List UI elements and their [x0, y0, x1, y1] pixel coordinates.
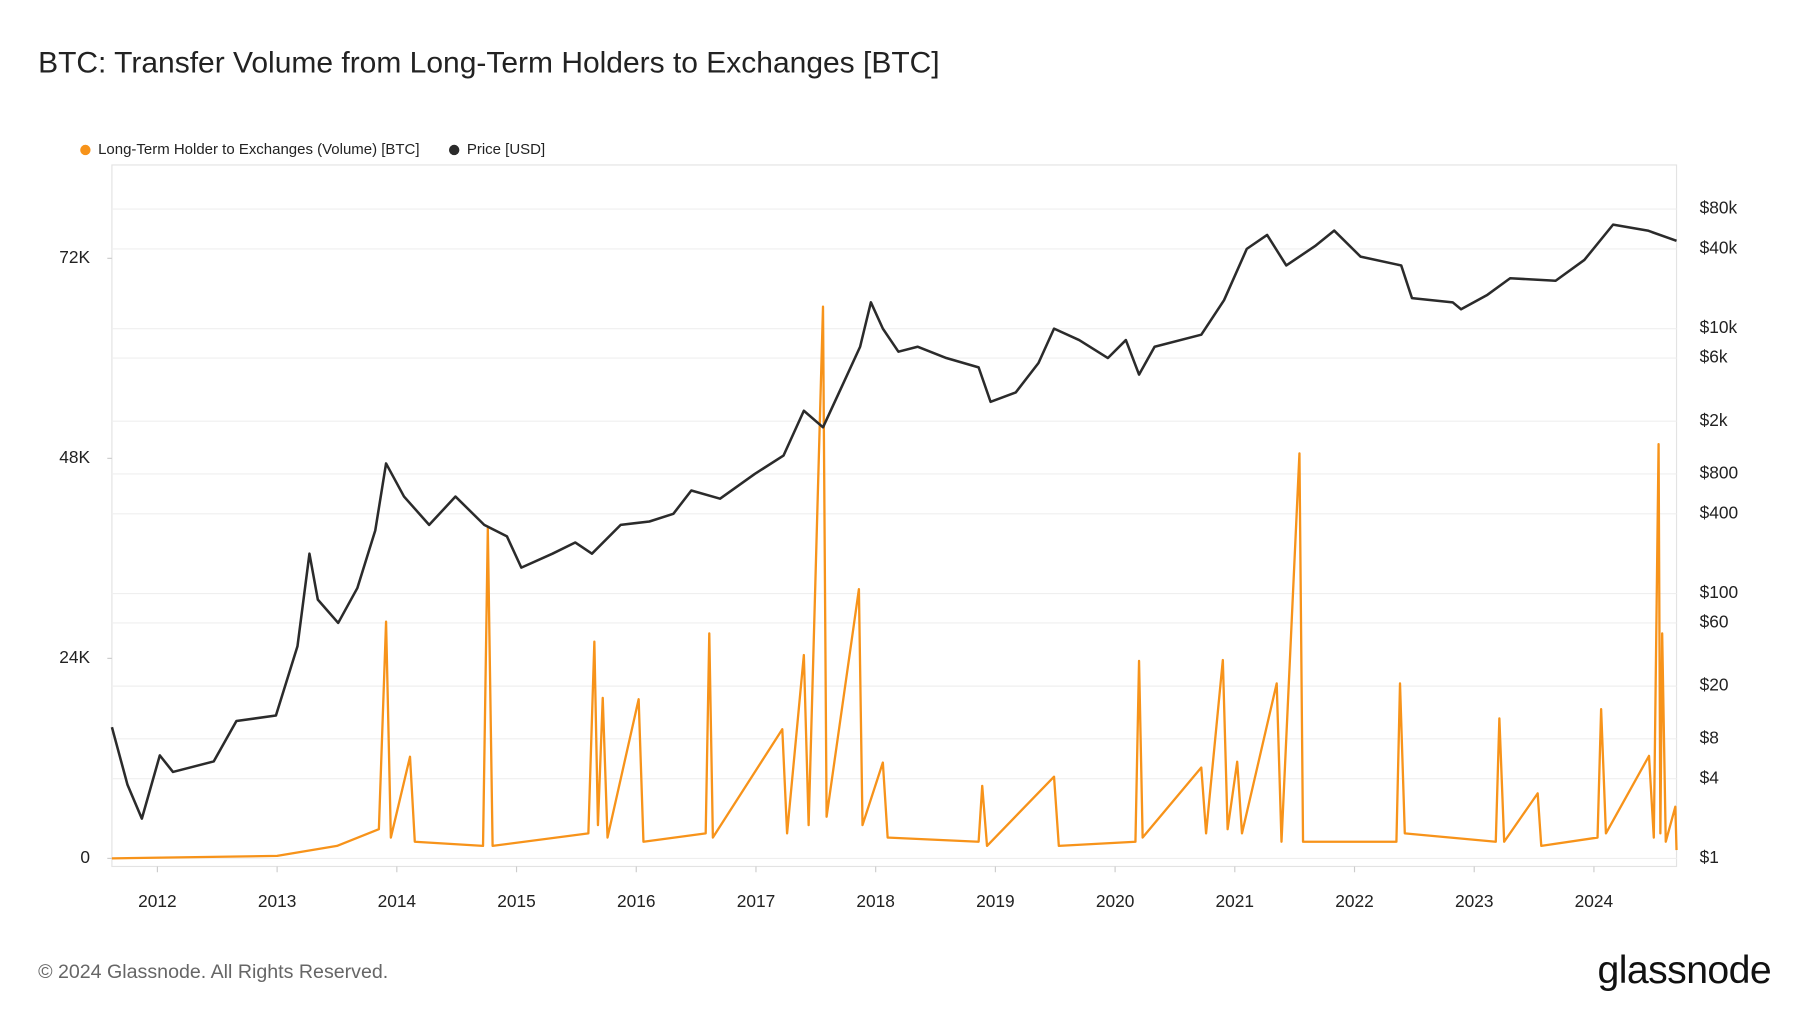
y2-tick-label: $2k [1700, 410, 1728, 430]
x-tick-label: 2021 [1216, 891, 1254, 911]
x-tick-label: 2016 [617, 891, 655, 911]
x-tick-label: 2022 [1335, 891, 1373, 911]
x-tick-label: 2024 [1575, 891, 1614, 911]
legend-swatch [80, 144, 91, 156]
y2-tick-label: $80k [1700, 198, 1738, 218]
y2-tick-label: $20 [1700, 675, 1729, 695]
x-tick-label: 2014 [378, 891, 417, 911]
series-line [110, 223, 1677, 820]
y2-tick-label: $40k [1700, 237, 1738, 257]
y-tick-label: 24K [59, 647, 90, 667]
y2-tick-label: $4 [1700, 767, 1720, 787]
y2-tick-label: $60 [1700, 611, 1729, 631]
y2-tick-label: $800 [1700, 462, 1738, 482]
copyright: © 2024 Glassnode. All Rights Reserved. [38, 961, 388, 983]
series-line [111, 305, 1678, 860]
y2-tick-label: $6k [1700, 347, 1728, 367]
legend-label: Price [USD] [467, 141, 545, 158]
x-tick-label: 2023 [1455, 891, 1493, 911]
y2-tick-label: $8 [1700, 727, 1719, 747]
x-tick-label: 2020 [1096, 891, 1134, 911]
y2-tick-label: $10k [1700, 317, 1738, 337]
y-tick-label: 72K [59, 247, 90, 267]
y2-tick-label: $400 [1700, 502, 1738, 522]
x-tick-label: 2017 [737, 891, 775, 911]
x-tick-label: 2018 [856, 891, 894, 911]
x-tick-label: 2013 [258, 891, 296, 911]
y2-tick-label: $1 [1700, 847, 1719, 867]
x-tick-label: 2015 [497, 891, 535, 911]
chart-title: BTC: Transfer Volume from Long-Term Hold… [38, 47, 940, 80]
plot-frame [111, 164, 1678, 868]
y-tick-label: 48K [59, 447, 90, 467]
x-tick-label: 2019 [976, 891, 1014, 911]
x-tick-label: 2012 [138, 891, 176, 911]
y2-tick-label: $100 [1700, 582, 1738, 602]
brand-logo: glassnode [1598, 948, 1772, 992]
y-tick-label: 0 [80, 847, 90, 867]
legend-label: Long-Term Holder to Exchanges (Volume) [… [98, 141, 419, 158]
legend-swatch [448, 144, 460, 156]
